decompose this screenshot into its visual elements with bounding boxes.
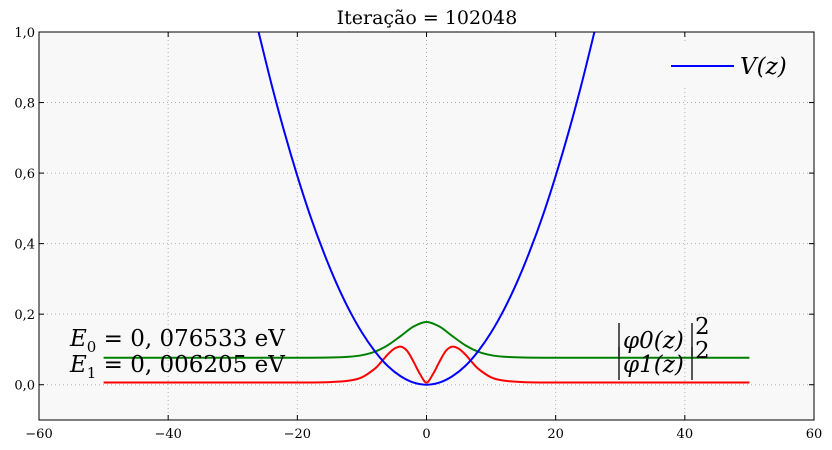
phi1-label: φ1(z) xyxy=(623,352,684,378)
x-tick-label-3: 0 xyxy=(422,427,430,442)
annotation-phi0: φ0(z) 2 xyxy=(618,314,710,356)
y-tick-label-4: 0,8 xyxy=(14,97,35,112)
grid-lines xyxy=(39,32,814,420)
annotation-e1-value: = 0, 006205 eV xyxy=(96,352,285,378)
x-tick-label-1: −40 xyxy=(154,427,181,442)
series-phi1-line xyxy=(103,345,750,384)
y-tick-label-0: 0,0 xyxy=(14,379,35,394)
annotation-e0: E0 = 0, 076533 eV xyxy=(69,326,285,356)
x-tick-label-4: 20 xyxy=(547,427,564,442)
chart-title: Iteração = 102048 xyxy=(337,7,518,29)
phi0-sup: 2 xyxy=(695,314,710,340)
x-tick-label-2: −20 xyxy=(284,427,311,442)
annotation-e1-sub: 1 xyxy=(87,364,97,382)
phi1-sup: 2 xyxy=(695,338,710,364)
annotation-e0-sub: 0 xyxy=(87,338,97,356)
x-tick-label-6: 60 xyxy=(806,427,823,442)
annotation-e0-value: = 0, 076533 eV xyxy=(96,326,285,352)
y-tick-label-3: 0,6 xyxy=(14,167,35,182)
axis-ticks xyxy=(38,31,815,420)
annotation-phi1: φ1(z) 2 xyxy=(618,338,710,380)
series-layer xyxy=(103,31,750,386)
y-tick-label-1: 0,2 xyxy=(14,308,35,323)
y-tick-label-2: 0,4 xyxy=(14,238,35,253)
legend: V(z) xyxy=(660,44,800,88)
annotation-e1-symbol: E xyxy=(69,352,87,378)
x-tick-label-0: −60 xyxy=(25,427,52,442)
axis-tick-labels: −60 −40 −20 0 20 40 600,00,20,40,60,81,0 xyxy=(14,26,822,442)
annotation-e0-symbol: E xyxy=(69,326,87,352)
annotation-e1: E1 = 0, 006205 eV xyxy=(69,352,285,382)
series-potential-line xyxy=(257,31,596,386)
phi0-label: φ0(z) xyxy=(623,328,684,354)
y-tick-label-5: 1,0 xyxy=(14,26,35,41)
x-tick-label-5: 40 xyxy=(677,427,694,442)
legend-label-v: V(z) xyxy=(740,54,787,80)
series-phi0-line xyxy=(103,320,750,359)
